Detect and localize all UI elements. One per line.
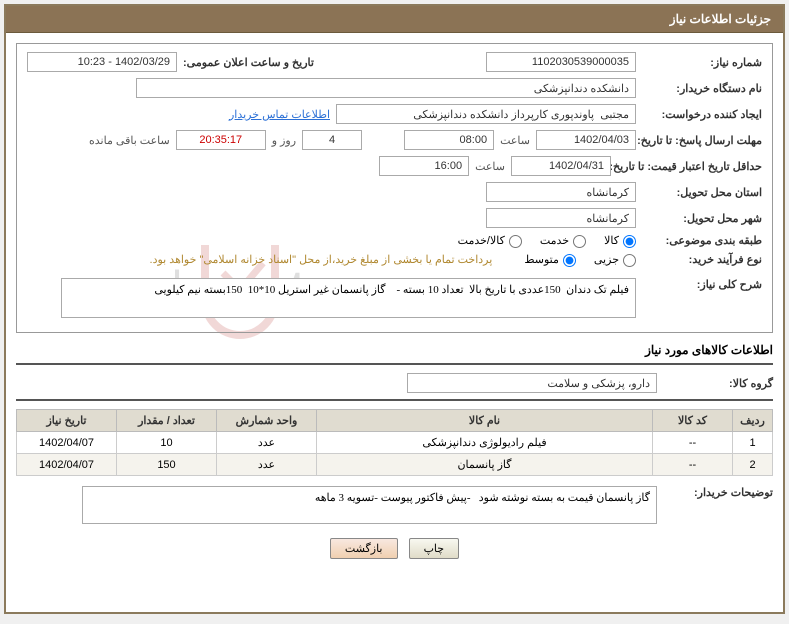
requester-label: ایجاد کننده درخواست:: [642, 108, 762, 121]
contact-link[interactable]: اطلاعات تماس خریدار: [229, 108, 330, 121]
days-and-label: روز و: [272, 134, 296, 147]
need-no-label: شماره نیاز:: [642, 56, 762, 69]
resp-deadline-label: مهلت ارسال پاسخ: تا تاریخ:: [642, 134, 762, 147]
city-label: شهر محل تحویل:: [642, 212, 762, 225]
category-label: طبقه بندی موضوعی:: [642, 234, 762, 247]
announce-dt-field: [27, 52, 177, 72]
province-field: [486, 182, 636, 202]
price-time-field: [379, 156, 469, 176]
table-row: 1--فیلم رادیولوژی دندانپزشکیعدد101402/04…: [17, 432, 773, 454]
back-button[interactable]: بازگشت: [330, 538, 398, 559]
purchase-type-label: نوع فرآیند خرید:: [642, 253, 762, 266]
resp-date-field: [536, 130, 636, 150]
province-label: استان محل تحویل:: [642, 186, 762, 199]
th-unit: واحد شمارش: [217, 410, 317, 432]
time-label-2: ساعت: [475, 160, 505, 173]
radio-both[interactable]: کالا/خدمت: [458, 234, 522, 247]
radio-goods[interactable]: کالا: [604, 234, 636, 247]
items-section-title: اطلاعات کالاهای مورد نیاز: [16, 343, 773, 357]
price-date-field: [511, 156, 611, 176]
table-row: 2--گاز پانسمانعدد1501402/04/07: [17, 454, 773, 476]
city-field: [486, 208, 636, 228]
window-title: جزئیات اطلاعات نیاز: [6, 6, 783, 33]
announce-dt-label: تاریخ و ساعت اعلان عمومی:: [183, 56, 314, 69]
countdown-field: [176, 130, 266, 150]
resp-time-field: [404, 130, 494, 150]
th-name: نام کالا: [317, 410, 653, 432]
th-qty: تعداد / مقدار: [117, 410, 217, 432]
desc-field: [82, 486, 657, 524]
need-no-field: [486, 52, 636, 72]
remaining-label: ساعت باقی مانده: [89, 134, 170, 147]
requester-field: [336, 104, 636, 124]
time-label-1: ساعت: [500, 134, 530, 147]
price-validity-label: حداقل تاریخ اعتبار قیمت: تا تاریخ:: [617, 160, 762, 173]
desc-label: توضیحات خریدار:: [663, 486, 773, 499]
group-field: [407, 373, 657, 393]
th-date: تاریخ نیاز: [17, 410, 117, 432]
radio-service[interactable]: خدمت: [540, 234, 586, 247]
group-label: گروه کالا:: [663, 377, 773, 390]
radio-small[interactable]: جزیی: [594, 253, 636, 266]
print-button[interactable]: چاپ: [409, 538, 460, 559]
radio-medium[interactable]: متوسط: [524, 253, 576, 266]
th-row: ردیف: [733, 410, 773, 432]
org-label: نام دستگاه خریدار:: [642, 82, 762, 95]
org-field: [136, 78, 636, 98]
payment-note: پرداخت تمام یا بخشی از مبلغ خرید،از محل …: [150, 253, 493, 266]
items-table: ردیف کد کالا نام کالا واحد شمارش تعداد /…: [16, 409, 773, 476]
th-code: کد کالا: [653, 410, 733, 432]
days-left-field: [302, 130, 362, 150]
summary-label: شرح کلی نیاز:: [642, 278, 762, 291]
summary-field: [61, 278, 636, 318]
